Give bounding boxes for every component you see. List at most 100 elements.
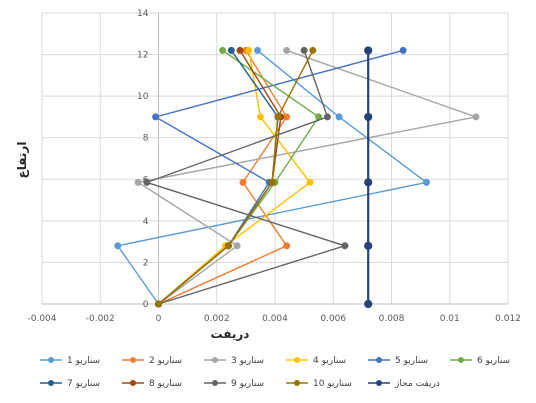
x-tick-label: 0.008: [379, 314, 405, 324]
series-line: [158, 50, 288, 305]
data-point: [422, 178, 430, 186]
data-point: [283, 113, 291, 121]
data-point: [152, 113, 160, 121]
data-point: [364, 112, 373, 122]
series-8: [155, 46, 285, 308]
legend-label: سناریو 7: [67, 379, 100, 389]
legend-swatch-marker: [376, 380, 382, 386]
data-point: [245, 46, 253, 54]
series-3: [134, 46, 480, 308]
legend-swatch-marker: [48, 380, 54, 386]
y-tick-label: 0: [143, 300, 149, 310]
data-point: [364, 46, 373, 55]
legend-swatch-marker: [294, 357, 300, 363]
legend-swatch-marker: [48, 357, 54, 363]
data-point: [306, 178, 314, 186]
data-point: [364, 178, 373, 187]
data-point: [143, 178, 151, 186]
legend-label: سناریو 1: [67, 356, 100, 366]
series-line: [158, 49, 320, 305]
series-line: [136, 49, 479, 305]
legend-swatch-marker: [130, 357, 136, 363]
x-tick-label: 0.01: [440, 314, 460, 324]
data-point: [256, 113, 264, 121]
data-point: [224, 242, 232, 250]
data-point: [309, 46, 317, 54]
data-point: [283, 242, 291, 250]
legend-item: سناریو 2: [122, 356, 182, 366]
series-line: [158, 50, 311, 305]
legend-label: سناریو 2: [149, 356, 182, 366]
data-point: [300, 46, 308, 54]
legend-label: سناریو 6: [477, 356, 510, 366]
series-10: [155, 46, 317, 308]
data-point: [472, 113, 480, 121]
data-point: [364, 299, 373, 309]
legend-label: سناریو 5: [395, 356, 428, 366]
y-tick-label: 2: [143, 258, 149, 268]
data-point: [239, 178, 247, 186]
x-axis-title: دریفت: [211, 327, 250, 341]
data-point: [155, 300, 162, 308]
legend-item: سناریو 8: [122, 379, 182, 389]
legend-swatch-marker: [212, 357, 218, 363]
x-tick-label: 0.004: [262, 314, 288, 324]
data-point: [219, 46, 227, 54]
data-point: [268, 178, 276, 186]
data-point: [399, 46, 407, 54]
legend-swatch-marker: [458, 357, 464, 363]
data-point: [274, 113, 282, 121]
data-point: [227, 46, 235, 54]
x-tick-label: 0.012: [495, 314, 521, 324]
data-point: [364, 241, 373, 250]
data-point: [114, 242, 122, 250]
legend-label: سناریو 8: [149, 379, 182, 389]
x-tick-label: -0.002: [86, 314, 115, 324]
data-point: [236, 46, 244, 54]
legend-swatch-marker: [294, 380, 300, 386]
legend-item: سناریو 3: [204, 356, 264, 366]
series-4: [155, 46, 314, 308]
series-9: [143, 46, 349, 308]
y-tick-label: 10: [137, 92, 149, 102]
series-11: [364, 46, 373, 309]
legend-label: سناریو 10: [313, 379, 352, 389]
y-tick-label: 8: [143, 134, 149, 144]
data-point: [323, 113, 331, 121]
legend: سناریو 1 سناریو 2 سناریو 3 سناریو 4 سناریو 5…: [40, 356, 510, 389]
legend-label: سناریو 9: [231, 379, 264, 389]
series-line: [158, 50, 314, 305]
legend-item: دریفت مجاز: [368, 379, 440, 389]
x-tick-label: 0: [156, 314, 162, 324]
legend-item: سناریو 1: [40, 356, 100, 366]
legend-item: سناریو 4: [286, 356, 346, 366]
data-point: [233, 242, 241, 250]
legend-item: سناریو 5: [368, 356, 428, 366]
legend-item: سناریو 9: [204, 379, 264, 389]
legend-label: سناریو 4: [313, 356, 346, 366]
x-tick-label: -0.004: [27, 314, 56, 324]
legend-label: سناریو 3: [231, 356, 264, 366]
legend-item: سناریو 7: [40, 379, 100, 389]
data-point: [134, 178, 142, 186]
data-point: [254, 46, 262, 54]
legend-swatch-marker: [212, 380, 218, 386]
series-layer: [114, 46, 480, 309]
y-tick-label: 4: [143, 217, 149, 227]
x-tick-label: 0.002: [204, 314, 230, 324]
y-tick-label: 12: [137, 51, 148, 61]
y-axis-title: ارتفاع: [15, 142, 29, 179]
legend-swatch-marker: [376, 357, 382, 363]
legend-item: سناریو 6: [450, 356, 510, 366]
data-point: [283, 46, 291, 54]
legend-item: سناریو 10: [286, 379, 352, 389]
x-tick-label: 0.006: [320, 314, 346, 324]
legend-label: دریفت مجاز: [394, 379, 440, 389]
series-2: [155, 46, 291, 308]
y-tick-label: 14: [137, 9, 149, 19]
data-point: [335, 113, 343, 121]
data-point: [341, 242, 349, 250]
legend-swatch-marker: [130, 380, 136, 386]
